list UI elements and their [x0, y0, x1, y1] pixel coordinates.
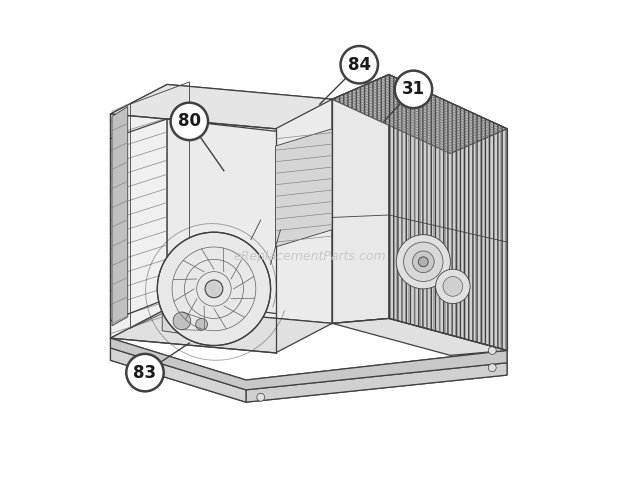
Circle shape: [340, 46, 378, 83]
Circle shape: [173, 312, 191, 330]
Circle shape: [126, 354, 164, 391]
Circle shape: [205, 280, 223, 298]
Text: 31: 31: [402, 81, 425, 98]
Polygon shape: [110, 84, 167, 338]
Polygon shape: [112, 107, 128, 326]
Circle shape: [489, 364, 496, 371]
Circle shape: [129, 376, 136, 384]
Polygon shape: [167, 84, 332, 324]
Polygon shape: [332, 75, 507, 154]
Circle shape: [418, 257, 428, 267]
Polygon shape: [110, 338, 507, 402]
Text: eReplacementParts.com: eReplacementParts.com: [234, 250, 386, 263]
Polygon shape: [275, 129, 332, 247]
Polygon shape: [389, 75, 507, 350]
Circle shape: [443, 277, 463, 296]
Circle shape: [257, 393, 265, 401]
Text: 80: 80: [178, 112, 201, 130]
Circle shape: [395, 71, 432, 108]
Polygon shape: [110, 338, 507, 390]
Polygon shape: [110, 84, 332, 129]
Polygon shape: [162, 311, 211, 338]
Text: 83: 83: [133, 364, 156, 382]
Circle shape: [157, 232, 270, 345]
Polygon shape: [332, 75, 389, 324]
Polygon shape: [110, 348, 246, 402]
Circle shape: [196, 319, 208, 330]
Circle shape: [404, 242, 443, 282]
Circle shape: [436, 269, 470, 304]
Circle shape: [170, 103, 208, 140]
Polygon shape: [332, 319, 507, 355]
Circle shape: [412, 251, 434, 273]
Polygon shape: [110, 309, 332, 353]
Circle shape: [396, 235, 450, 289]
Polygon shape: [246, 363, 507, 402]
Circle shape: [489, 346, 496, 354]
Text: 84: 84: [348, 56, 371, 74]
